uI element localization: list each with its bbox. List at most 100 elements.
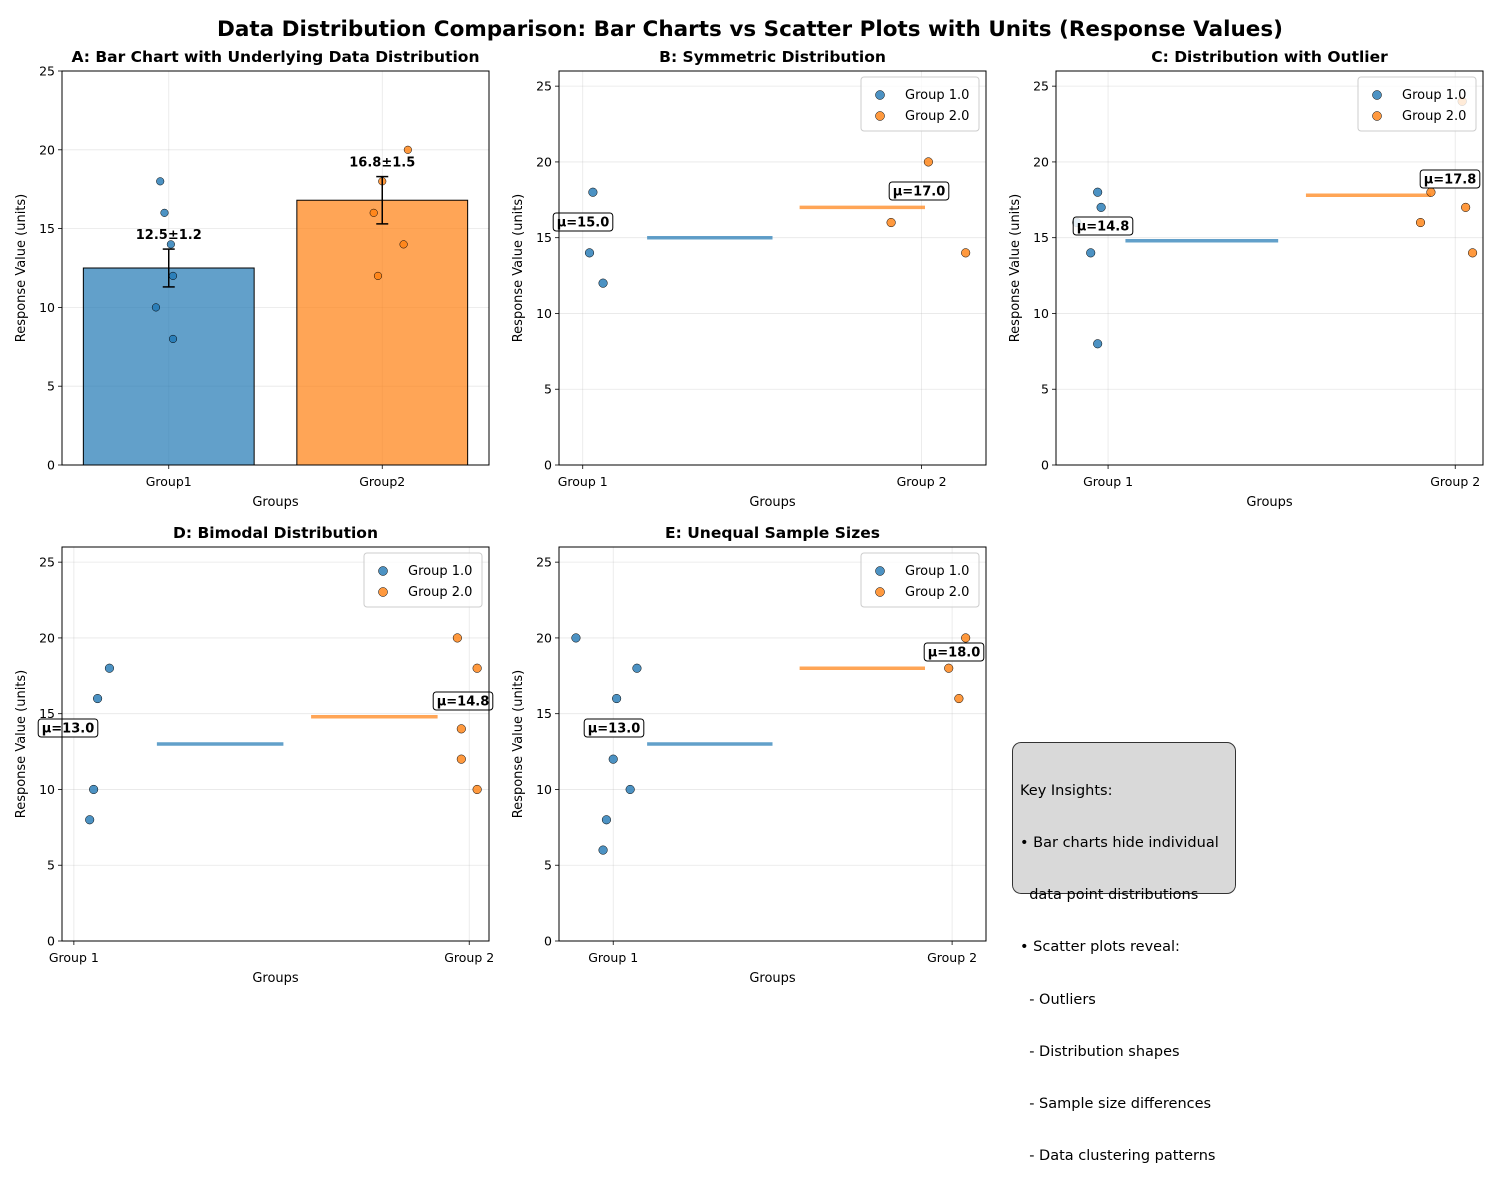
y-axis-label: Response Value (units) — [14, 670, 29, 819]
data-point — [151, 303, 160, 312]
mean-label-box — [1072, 216, 1134, 236]
x-tick-label: Group 1 — [49, 950, 99, 965]
insight-line: • Bar charts hide individual — [1020, 835, 1219, 852]
figure-title: Data Distribution Comparison: Bar Charts… — [217, 17, 1283, 42]
legend-marker — [875, 90, 885, 100]
mean-label: μ=14.8 — [437, 695, 490, 710]
data-point — [1461, 202, 1471, 212]
y-tick-label: 5 — [1041, 382, 1049, 397]
legend-label: Group 2.0 — [1402, 109, 1466, 124]
y-tick-label: 20 — [39, 630, 55, 645]
legend-label: Group 1.0 — [408, 564, 472, 579]
data-point — [1415, 217, 1426, 228]
bar — [82, 267, 255, 466]
data-point — [452, 633, 462, 643]
x-tick-label: Group1 — [146, 474, 192, 489]
legend-frame — [860, 552, 980, 608]
panel-b: 0 5 10 15 20 25 B: Symmetric Distribution Group… — [511, 48, 987, 510]
y-tick-label: 5 — [544, 858, 552, 873]
mean-label: μ=17.0 — [893, 185, 946, 200]
mean-label-box — [432, 691, 494, 711]
x-tick-label: Group 2 — [444, 950, 494, 965]
y-tick-label: 0 — [544, 458, 552, 473]
data-point — [1468, 248, 1478, 258]
x-axis-label: Groups — [252, 495, 299, 510]
data-point — [601, 815, 611, 825]
mean-label: μ=17.8 — [1424, 173, 1477, 188]
y-axis-label: Response Value (units) — [511, 670, 526, 819]
y-tick-label: 10 — [39, 300, 55, 315]
mean-label: μ=15.0 — [557, 216, 610, 231]
data-point — [584, 248, 595, 258]
data-point — [961, 248, 971, 258]
y-tick-label: 25 — [39, 555, 55, 570]
x-axis-label: Groups — [1246, 495, 1293, 510]
legend-label: Group 1.0 — [1402, 88, 1466, 103]
panel-d: 0 5 10 15 20 25 D: Bimodal Distribution Groups R… — [14, 524, 494, 986]
panel-title: C: Distribution with Outlier — [1151, 48, 1388, 66]
panel-title: B: Symmetric Distribution — [659, 48, 886, 66]
axes-frame — [558, 546, 987, 942]
data-point — [1426, 187, 1436, 197]
mean-label-box — [37, 718, 99, 738]
panel-e: 0 5 10 15 20 25 E: Unequal Sample Sizes Groups R… — [511, 524, 987, 986]
legend-label: Group 2.0 — [905, 109, 969, 124]
mean-label-box — [888, 181, 950, 201]
mean-label-box — [552, 212, 614, 232]
y-tick-label: 0 — [47, 458, 55, 473]
y-tick-label: 20 — [39, 142, 55, 157]
data-point — [1096, 202, 1106, 212]
data-point — [923, 157, 933, 167]
y-tick-label: 25 — [39, 64, 55, 79]
data-point — [608, 754, 618, 764]
x-tick-label: Group 2 — [897, 474, 947, 489]
data-point — [166, 240, 175, 249]
x-tick-label: Group 2 — [1430, 474, 1480, 489]
x-tick-label: Group 1 — [558, 474, 608, 489]
data-point — [588, 187, 598, 197]
insight-line: - Distribution shapes — [1020, 1043, 1180, 1060]
data-point — [156, 177, 165, 186]
y-tick-label: 20 — [1033, 154, 1049, 169]
y-tick-label: 15 — [536, 230, 552, 245]
y-tick-label: 5 — [47, 379, 55, 394]
x-axis-label: Groups — [749, 971, 796, 986]
data-point — [373, 271, 383, 280]
y-tick-label: 20 — [536, 154, 552, 169]
legend-marker — [875, 587, 885, 597]
axes-frame — [558, 70, 987, 466]
legend-marker — [875, 111, 885, 121]
x-axis-label: Groups — [749, 495, 796, 510]
insight-line: Key Insights: — [1020, 782, 1113, 799]
axes-frame — [1055, 70, 1484, 466]
data-point — [403, 145, 412, 154]
data-point — [961, 633, 971, 643]
bar — [296, 199, 469, 466]
mean-label: μ=14.8 — [1077, 220, 1130, 235]
mean-label: μ=13.0 — [42, 722, 95, 737]
legend-label: Group 1.0 — [905, 564, 969, 579]
x-axis-label: Groups — [252, 971, 299, 986]
y-tick-label: 5 — [544, 382, 552, 397]
y-axis-label: Response Value (units) — [14, 194, 29, 343]
y-tick-label: 20 — [536, 630, 552, 645]
y-tick-label: 15 — [39, 706, 55, 721]
panel-c: 0 5 10 15 20 25 C: Distribution with Outlier Gr… — [1008, 48, 1484, 510]
x-tick-label: Group 2 — [927, 950, 977, 965]
x-tick-label: Group2 — [359, 474, 405, 489]
data-point — [85, 815, 95, 825]
data-point — [89, 784, 99, 795]
axes-frame — [61, 546, 490, 942]
legend-label: Group 1.0 — [905, 88, 969, 103]
y-tick-label: 10 — [1033, 306, 1049, 321]
y-axis-label: Response Value (units) — [1008, 194, 1023, 343]
data-point — [886, 217, 896, 228]
legend-frame — [860, 76, 980, 132]
data-point — [104, 663, 114, 673]
data-point — [168, 271, 178, 280]
data-point — [625, 784, 635, 795]
data-point — [456, 724, 466, 734]
y-tick-label: 15 — [536, 706, 552, 721]
bar-value-label: 12.5±1.2 — [136, 228, 202, 243]
plot-area — [559, 71, 986, 465]
